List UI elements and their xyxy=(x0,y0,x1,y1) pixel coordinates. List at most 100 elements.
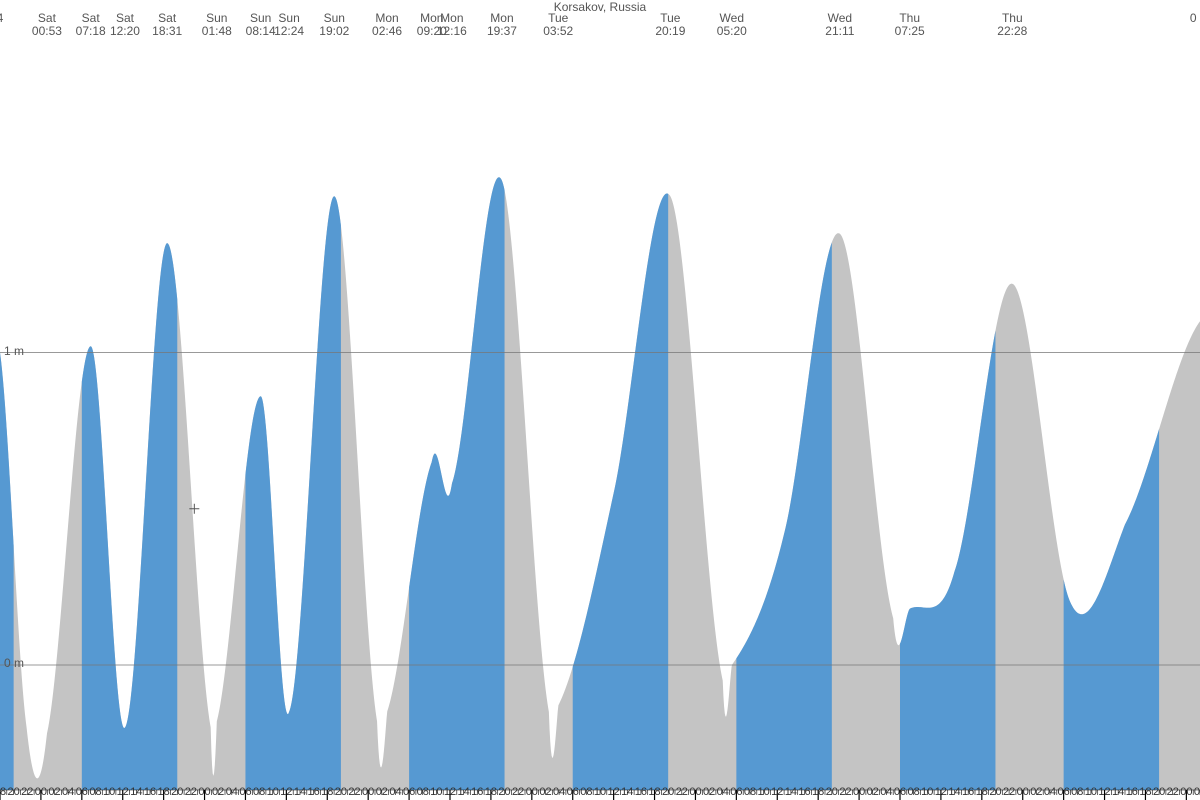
hour-label: 08 xyxy=(744,786,756,798)
hour-label: 16 xyxy=(308,786,320,798)
hour-label: 10 xyxy=(921,786,933,798)
hour-label: 12 xyxy=(280,786,292,798)
hour-label: 10 xyxy=(594,786,606,798)
hour-label: 04 xyxy=(717,786,729,798)
tide-event-label: Mon02:46 xyxy=(372,12,402,38)
hour-label: 20 xyxy=(498,786,510,798)
hour-label: 16 xyxy=(1126,786,1138,798)
hour-label: 08 xyxy=(253,786,265,798)
tide-event-label: Sun12:24 xyxy=(274,12,304,38)
hour-label: 10 xyxy=(267,786,279,798)
hour-label: 16 xyxy=(798,786,810,798)
hour-label: 00 xyxy=(1017,786,1029,798)
tide-area-day xyxy=(1064,429,1159,790)
hour-label: 06 xyxy=(730,786,742,798)
y-axis-label: 0 m xyxy=(4,656,24,670)
hour-label: 06 xyxy=(76,786,88,798)
hour-label: 18 xyxy=(485,786,497,798)
tide-event-label: Sun19:02 xyxy=(319,12,349,38)
tide-event-label: Wed21:11 xyxy=(825,12,854,38)
tide-event-label: Tue03:52 xyxy=(543,12,573,38)
hour-label: 00 xyxy=(362,786,374,798)
hour-label: 14 xyxy=(785,786,797,798)
hour-label: 04 xyxy=(553,786,565,798)
hour-label: 12 xyxy=(608,786,620,798)
chart-svg xyxy=(0,0,1200,800)
hour-label: 08 xyxy=(89,786,101,798)
hour-label: 00 xyxy=(35,786,47,798)
hour-label: 22 xyxy=(676,786,688,798)
hour-label: 14 xyxy=(294,786,306,798)
hour-label: 12 xyxy=(1098,786,1110,798)
hour-label: 10 xyxy=(103,786,115,798)
hour-label: 18 xyxy=(976,786,988,798)
tide-event-label: Sun01:48 xyxy=(202,12,232,38)
hour-label: 12 xyxy=(444,786,456,798)
tide-event-label: Sat12:20 xyxy=(110,12,140,38)
hour-label: 06 xyxy=(1058,786,1070,798)
hour-label: 16 xyxy=(144,786,156,798)
tide-event-label: 0 xyxy=(1190,12,1197,25)
hour-label: 08 xyxy=(1071,786,1083,798)
hour-label: 00 xyxy=(853,786,865,798)
hour-label: 16 xyxy=(962,786,974,798)
tide-event-label: 4 xyxy=(0,12,3,25)
hour-label: 18 xyxy=(1139,786,1151,798)
tide-area-day xyxy=(82,243,177,790)
hour-label: 00 xyxy=(526,786,538,798)
hour-label: 18 xyxy=(321,786,333,798)
tide-area-day xyxy=(900,331,995,790)
tide-event-label: Sun08:14 xyxy=(246,12,276,38)
hour-label: 00 xyxy=(1180,786,1192,798)
hour-label: 20 xyxy=(989,786,1001,798)
tide-event-label: Thu07:25 xyxy=(895,12,925,38)
hour-label: 22 xyxy=(21,786,33,798)
hour-label: 04 xyxy=(389,786,401,798)
hour-label: 22 xyxy=(1167,786,1179,798)
hour-label: 10 xyxy=(1085,786,1097,798)
hour-label: 04 xyxy=(226,786,238,798)
hour-label: 18 xyxy=(648,786,660,798)
tide-area-day xyxy=(736,242,831,790)
tide-area-day xyxy=(573,194,668,790)
hour-label: 14 xyxy=(1112,786,1124,798)
hour-label: 02 xyxy=(48,786,60,798)
hour-label: 00 xyxy=(689,786,701,798)
tide-chart: Korsakov, Russia 0 m1 m18202200020406081… xyxy=(0,0,1200,800)
hour-label: 14 xyxy=(621,786,633,798)
hour-label: 20 xyxy=(662,786,674,798)
hour-label: 20 xyxy=(826,786,838,798)
hour-label: 02 xyxy=(1194,786,1200,798)
hour-label: 08 xyxy=(908,786,920,798)
hour-label: 06 xyxy=(239,786,251,798)
hour-label: 20 xyxy=(8,786,20,798)
tide-area-day xyxy=(245,196,340,790)
hour-label: 20 xyxy=(171,786,183,798)
hour-label: 20 xyxy=(1153,786,1165,798)
tide-event-label: Sat00:53 xyxy=(32,12,62,38)
hour-label: 08 xyxy=(417,786,429,798)
tide-event-label: Wed05:20 xyxy=(717,12,747,38)
hour-label: 02 xyxy=(703,786,715,798)
hour-label: 10 xyxy=(758,786,770,798)
hour-label: 14 xyxy=(130,786,142,798)
hour-label: 22 xyxy=(348,786,360,798)
tide-event-label: Mon12:16 xyxy=(437,12,467,38)
tide-area-day xyxy=(409,177,504,790)
tide-event-label: Thu22:28 xyxy=(997,12,1027,38)
hour-label: 14 xyxy=(458,786,470,798)
hour-label: 18 xyxy=(0,786,6,798)
hour-label: 16 xyxy=(471,786,483,798)
hour-label: 02 xyxy=(867,786,879,798)
hour-label: 22 xyxy=(1003,786,1015,798)
y-axis-label: 1 m xyxy=(4,344,24,358)
hour-label: 12 xyxy=(117,786,129,798)
tide-event-label: Sat07:18 xyxy=(76,12,106,38)
hour-label: 04 xyxy=(62,786,74,798)
hour-label: 12 xyxy=(771,786,783,798)
tide-event-label: Tue20:19 xyxy=(655,12,685,38)
hour-label: 02 xyxy=(376,786,388,798)
tide-area-day xyxy=(0,353,14,791)
hour-label: 22 xyxy=(185,786,197,798)
hour-label: 06 xyxy=(567,786,579,798)
